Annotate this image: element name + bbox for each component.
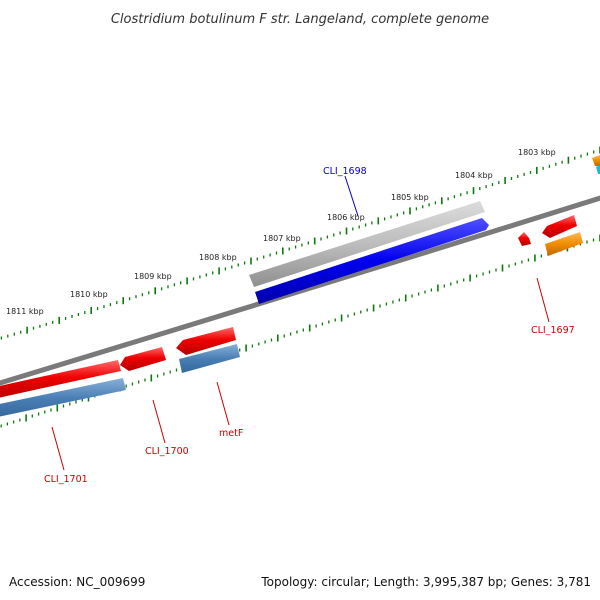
cds-cli-1698[interactable]	[255, 218, 489, 304]
topology-text: Topology: circular; Length: 3,995,387 bp…	[260, 575, 591, 589]
kbp-label-1806: 1806 kbp	[327, 213, 365, 222]
gene-red-1700[interactable]	[120, 347, 166, 371]
outer-tick-track	[0, 146, 600, 340]
leader-cli-1701	[51, 426, 65, 471]
leader-cli-1697	[536, 277, 550, 323]
kbp-label-1807: 1807 kbp	[263, 234, 301, 243]
kbp-label-1805: 1805 kbp	[391, 193, 429, 202]
genome-title: Clostridium botulinum F str. Langeland, …	[111, 12, 489, 27]
gene-red-1697[interactable]	[542, 215, 577, 238]
gene-orange-edge[interactable]	[592, 155, 600, 166]
label-cli-1698[interactable]: CLI_1698	[323, 166, 367, 177]
kbp-label-1804: 1804 kbp	[455, 171, 493, 180]
cds-metf[interactable]	[179, 344, 240, 373]
leader-cli-1700	[152, 399, 166, 444]
gene-red-metf[interactable]	[176, 327, 236, 355]
gene-cyan-edge[interactable]	[596, 165, 600, 174]
kbp-labels: 1811 kbp 1810 kbp 1809 kbp 1808 kbp 1807…	[6, 148, 556, 316]
gene-gray-forward[interactable]	[249, 201, 485, 287]
kbp-label-1808: 1808 kbp	[199, 253, 237, 262]
cds-cli-1701[interactable]	[0, 378, 126, 418]
gene-orange-1697[interactable]	[545, 232, 583, 256]
gene-red-1701[interactable]	[0, 360, 121, 399]
kbp-label-1809: 1809 kbp	[134, 272, 172, 281]
label-cli-1701[interactable]: CLI_1701	[44, 474, 88, 485]
kbp-label-1810: 1810 kbp	[70, 290, 108, 299]
gene-red-small-1697[interactable]	[518, 232, 531, 246]
accession-text: Accession: NC_009699	[9, 575, 145, 589]
genome-backbone	[0, 195, 600, 386]
leader-metf	[216, 381, 230, 426]
kbp-label-1803: 1803 kbp	[518, 148, 556, 157]
kbp-label-1811: 1811 kbp	[6, 307, 44, 316]
label-cli-1700[interactable]: CLI_1700	[145, 446, 189, 457]
label-metf[interactable]: metF	[219, 428, 243, 439]
leader-cli-1698	[344, 175, 359, 217]
gene-labels: CLI_1698 CLI_1697 CLI_1700 metF CLI_1701	[44, 166, 575, 485]
label-cli-1697[interactable]: CLI_1697	[531, 325, 575, 336]
